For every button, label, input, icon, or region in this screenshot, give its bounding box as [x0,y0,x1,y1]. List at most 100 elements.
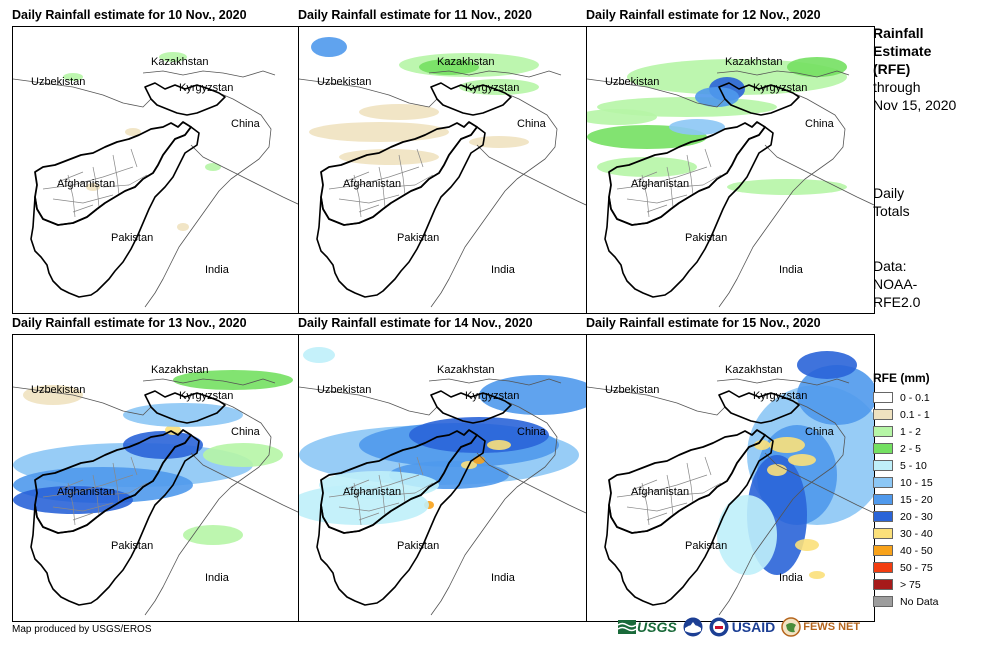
rainfall-map: Kazakhstan Uzbekistan Kyrgyzstan China Afgha… [299,37,586,308]
rainfall-area [459,79,539,95]
country-label-uzbekistan: Uzbekistan [605,76,659,88]
rainfall-area [409,417,549,453]
province-border [67,174,76,218]
province-border [641,482,650,526]
kyrgyzstan-border [718,82,800,116]
country-border [428,70,562,78]
province-border [388,174,434,188]
country-label-afghanistan: Afghanistan [631,178,689,190]
country-border [142,378,276,386]
country-label-kazakhstan: Kazakhstan [151,56,208,68]
legend-item: 5 - 10 [873,457,939,474]
province-border [353,174,362,218]
kyrgyzstan-border [430,82,512,116]
province-border [42,166,134,190]
province-border [416,148,424,168]
country-label-india: India [205,572,230,584]
fewsnet-logo: FEWS NET [781,617,860,637]
country-border [190,452,300,514]
province-border [631,479,658,491]
province-border [328,166,420,190]
country-label-china: China [517,426,547,438]
legend-swatch [873,409,893,420]
province-border [102,482,148,496]
country-border [718,400,846,616]
country-label-india: India [779,572,804,584]
legend-swatch [873,392,893,403]
legend-swatch [873,596,893,607]
rainfall-map: Kazakhstan Uzbekistan Kyrgyzstan China Afgha… [13,364,300,616]
legend-item: 10 - 15 [873,474,939,491]
rainfall-area [479,375,586,415]
rainfall-area [159,52,187,62]
side-title: Rainfall Estimate (RFE) through Nov 15, … [873,24,956,114]
province-border [67,482,76,526]
rainfall-layer [13,370,293,545]
country-border [476,144,586,206]
province-border [358,204,380,213]
side-through: through [873,79,921,95]
province-border [112,154,120,196]
country-label-uzbekistan: Uzbekistan [605,384,659,396]
legend-item: 0 - 0.1 [873,389,939,406]
province-border [52,502,114,512]
pakistan-border [316,434,486,606]
agency-logos: USGS USAID FEWS NET [618,617,860,637]
map-panel-4: Daily Rainfall estimate for 13 Nov., 202… [12,316,302,626]
side-title-line: Estimate [873,43,932,59]
rainfall-area [487,440,511,450]
usaid-logo: USAID [709,617,776,637]
side-daily: Daily [873,185,905,201]
province-border [704,456,712,476]
province-border [616,166,708,190]
province-border [416,456,424,476]
rainfall-area [788,454,816,466]
rainfall-area [173,370,293,390]
country-label-afghanistan: Afghanistan [343,486,401,498]
legend-label: 5 - 10 [900,459,927,472]
legend-item: 30 - 40 [873,525,939,542]
rainfall-map: Kazakhstan Uzbekistan Kyrgyzstan China Afgha… [299,347,586,616]
map-panel-5: Daily Rainfall estimate for 14 Nov., 202… [298,316,588,626]
country-label-afghanistan: Afghanistan [57,486,115,498]
rainfall-area [769,437,805,453]
rainfall-area [359,104,439,120]
legend-label: > 75 [900,578,921,591]
panel-title: Daily Rainfall estimate for 12 Nov., 202… [586,8,821,22]
rainfall-area [339,149,439,165]
country-label-india: India [205,264,230,276]
province-border [42,474,134,498]
province-border [676,482,722,496]
usaid-logo-text: USAID [731,619,776,635]
country-border [428,378,562,386]
legend-swatch [873,477,893,488]
country-border [587,78,726,108]
rainfall-area [797,351,857,379]
kyrgyzstan-border [430,390,512,424]
province-border [686,462,694,504]
rainfall-area [177,223,189,231]
country-label-pakistan: Pakistan [397,540,439,552]
province-border [666,166,674,208]
pakistan-border [604,126,774,298]
map-frame: Kazakhstan Uzbekistan Kyrgyzstan China Afgha… [12,334,301,622]
side-totals: Totals [873,203,910,219]
noaa-emblem-icon [683,617,703,637]
legend-label: 0.1 - 1 [900,408,930,421]
side-data-line: RFE2.0 [873,294,921,310]
province-border [388,482,434,496]
country-label-pakistan: Pakistan [685,540,727,552]
panel-title: Daily Rainfall estimate for 10 Nov., 202… [12,8,247,22]
legend-label: 10 - 15 [900,476,933,489]
province-border [378,166,386,208]
country-border [144,400,272,616]
country-border [299,386,438,416]
rainfall-area [203,443,283,467]
legend-swatch [873,528,893,539]
country-label-uzbekistan: Uzbekistan [31,384,85,396]
rainfall-area [767,464,787,476]
country-label-kyrgyzstan: Kyrgyzstan [465,82,519,94]
pakistan-border [30,434,200,606]
kyrgyzstan-border [718,390,800,424]
country-label-pakistan: Pakistan [111,540,153,552]
